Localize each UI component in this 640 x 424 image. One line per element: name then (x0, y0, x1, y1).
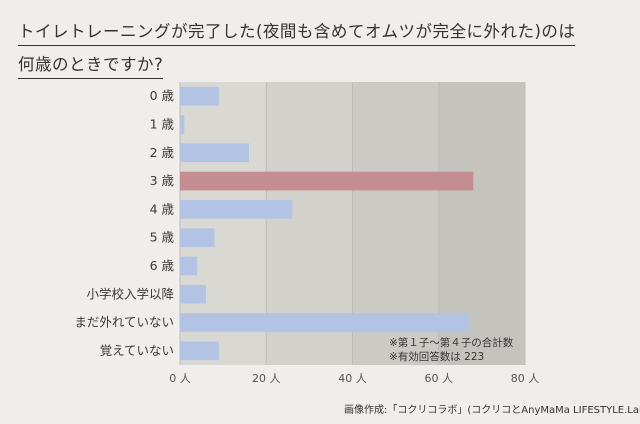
chart-title-line-1: トイレトレーニングが完了した(夜間も含めてオムツが完全に外れた)のは (18, 18, 576, 46)
category-label: 5 歳 (150, 230, 175, 245)
bar (180, 86, 219, 106)
chart-title-line-2: 何歳のときですか? (18, 51, 164, 79)
chart-note-responses: ※有効回答数は 223 (389, 351, 485, 363)
bar (180, 341, 219, 361)
category-label: 1 歳 (150, 116, 175, 131)
category-label: 0 歳 (150, 88, 175, 103)
bar (180, 256, 198, 276)
category-label: 4 歳 (150, 201, 175, 216)
category-label: まだ外れていない (74, 315, 174, 330)
category-labels: 0 歳 1 歳 2 歳 3 歳 4 歳 5 歳 6 歳小学校入学以降まだ外れていない覚えてい… (74, 88, 174, 358)
category-label: 6 歳 (150, 258, 175, 273)
bar (180, 171, 474, 191)
x-tick-label: 40 人 (338, 372, 367, 385)
chart-note-total: ※第１子〜第４子の合計数 (389, 337, 514, 349)
bar (180, 143, 249, 163)
bar (180, 228, 215, 247)
x-tick-label: 60 人 (425, 372, 454, 385)
bar-group (180, 86, 474, 361)
bar (180, 115, 185, 134)
category-label: 2 歳 (150, 145, 175, 160)
category-label: 3 歳 (150, 173, 175, 188)
x-axis-tick-labels: 0 人 20 人 40 人 60 人 80 人 (169, 372, 539, 385)
x-tick-label: 80 人 (511, 372, 540, 385)
category-label: 覚えていない (100, 343, 174, 358)
image-credit: 画像作成:「コクリコラボ」(コクリコとAnyMaMa LIFESTYLE.Lab… (344, 405, 640, 416)
bar (180, 284, 206, 304)
bar (180, 200, 293, 219)
bar (180, 313, 469, 332)
x-tick-label: 20 人 (252, 372, 281, 385)
x-tick-label: 0 人 (169, 372, 191, 385)
category-label: 小学校入学以降 (86, 286, 174, 301)
